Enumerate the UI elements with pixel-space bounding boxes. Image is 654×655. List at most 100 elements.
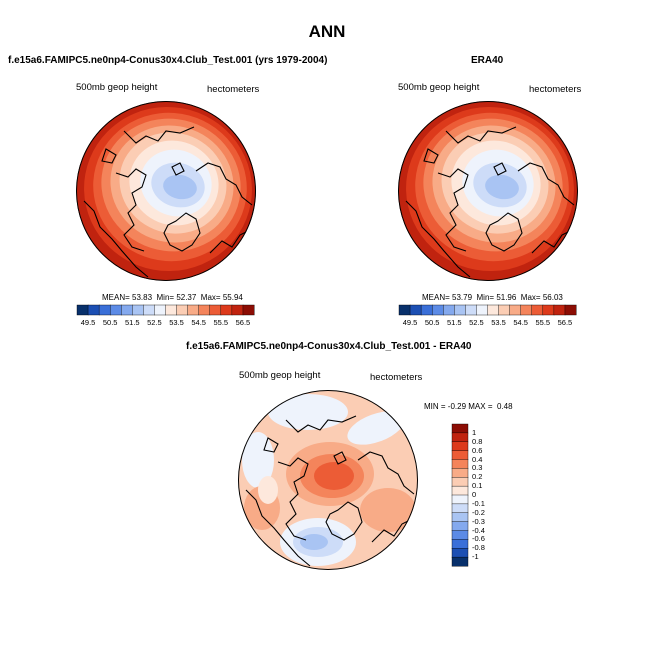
model-colorbar-swatch-5 bbox=[132, 304, 144, 316]
model-colorbar-swatch-8 bbox=[165, 304, 178, 316]
model-coastline-7 bbox=[171, 162, 185, 176]
model-colorbar-swatch-2 bbox=[98, 304, 111, 316]
diff-coastline-6 bbox=[263, 437, 279, 453]
obs-colorbar-swatch-0 bbox=[398, 304, 411, 316]
panel-model-stats: MEAN= 53.83 Min= 52.37 Max= 55.94 bbox=[102, 293, 243, 302]
panel-diff-variable-label: 500mb geop height bbox=[239, 370, 321, 381]
diff-colorbar-swatch-2 bbox=[451, 441, 469, 452]
diff-colorbar-swatch-12 bbox=[451, 530, 469, 540]
diff-colorbar-swatch-10 bbox=[451, 512, 469, 523]
model-colorbar-swatch-14 bbox=[231, 304, 244, 316]
diff-coastline-3 bbox=[357, 451, 415, 495]
diff-coastline-0 bbox=[285, 415, 357, 433]
model-coastline-3 bbox=[195, 162, 253, 206]
diff-colorbar-tick-label: -0.4 bbox=[472, 525, 485, 535]
diff-coastline-1 bbox=[277, 457, 309, 541]
obs-coastline-1 bbox=[437, 168, 469, 252]
diff-colorbar-swatch-15 bbox=[451, 556, 469, 567]
model-colorbar-tick-label: 51.5 bbox=[125, 318, 140, 327]
diff-colorbar-tick-label: -1 bbox=[472, 552, 479, 562]
diff-contour-band-6 bbox=[300, 534, 328, 550]
diff-contour-band-10 bbox=[360, 488, 416, 532]
diff-colorbar-swatch-4 bbox=[451, 459, 469, 469]
panel-diff-polar-map bbox=[238, 390, 418, 570]
obs-colorbar-swatch-9 bbox=[498, 304, 511, 316]
obs-colorbar-swatch-11 bbox=[520, 304, 533, 316]
model-colorbar-swatch-0 bbox=[76, 304, 89, 316]
model-colorbar-tick-label: 50.5 bbox=[102, 318, 118, 327]
model-colorbar-swatch-6 bbox=[143, 304, 155, 316]
panel-model-polar-map bbox=[76, 101, 256, 281]
model-colorbar-swatch-9 bbox=[176, 304, 189, 316]
figure-title: ANN bbox=[308, 22, 346, 41]
model-colorbar-swatch-7 bbox=[154, 304, 167, 316]
diff-colorbar-tick-label: 0.4 bbox=[472, 454, 483, 464]
diff-colorbar-swatch-5 bbox=[451, 468, 469, 478]
panel-obs-colorbar bbox=[398, 304, 577, 316]
diff-colorbar-swatch-3 bbox=[451, 450, 469, 461]
diff-contour-band-3 bbox=[242, 432, 274, 488]
obs-colorbar-swatch-5 bbox=[454, 304, 466, 316]
panel-obs-polar-map bbox=[398, 101, 578, 281]
obs-coastline-6 bbox=[423, 148, 439, 164]
obs-colorbar-swatch-12 bbox=[531, 304, 544, 316]
model-colorbar-tick-label: 54.5 bbox=[191, 318, 206, 327]
panel-obs-units-label: hectometers bbox=[529, 84, 582, 95]
model-colorbar-tick-label: 53.5 bbox=[169, 318, 184, 327]
obs-coastline-2 bbox=[485, 212, 523, 252]
obs-colorbar-tick-label: 49.5 bbox=[402, 318, 418, 327]
panel-diff-stats: MIN = -0.29 MAX = 0.48 bbox=[424, 402, 513, 411]
obs-colorbar-swatch-6 bbox=[465, 304, 477, 316]
obs-colorbar-tick-label: 55.5 bbox=[535, 318, 551, 327]
diff-colorbar-swatch-11 bbox=[451, 521, 469, 532]
obs-colorbar-swatch-10 bbox=[509, 304, 522, 316]
diff-coastline-5 bbox=[371, 517, 415, 543]
diff-colorbar-tick-label: 0.6 bbox=[472, 445, 483, 455]
diff-colorbar-swatch-13 bbox=[451, 539, 469, 549]
diff-colorbar-tick-label: 0 bbox=[472, 490, 477, 499]
model-colorbar-swatch-1 bbox=[87, 304, 100, 316]
model-coastline-5 bbox=[209, 228, 253, 254]
diff-colorbar-tick-label: -0.2 bbox=[472, 507, 485, 517]
obs-colorbar-tick-label: 56.5 bbox=[557, 318, 573, 327]
panel-diff-units-label: hectometers bbox=[370, 372, 423, 383]
diff-coastline-4 bbox=[245, 489, 311, 567]
panel-diff-title: f.e15a6.FAMIPC5.ne0np4-Conus30x4.Club_Te… bbox=[186, 341, 472, 352]
obs-colorbar-tick-label: 53.5 bbox=[491, 318, 506, 327]
model-colorbar-tick-label: 56.5 bbox=[235, 318, 251, 327]
panel-diff-colorbar bbox=[451, 423, 469, 567]
model-colorbar-swatch-11 bbox=[198, 304, 211, 316]
obs-colorbar-tick-label: 54.5 bbox=[513, 318, 528, 327]
diff-colorbar-tick-label: 0.1 bbox=[472, 481, 483, 491]
panel-obs-title: ERA40 bbox=[471, 55, 504, 66]
model-colorbar-swatch-4 bbox=[121, 304, 133, 316]
diff-colorbar-swatch-14 bbox=[451, 548, 469, 558]
obs-colorbar-swatch-3 bbox=[431, 304, 444, 316]
diff-colorbar-swatch-7 bbox=[451, 485, 469, 496]
panel-obs-variable-label: 500mb geop height bbox=[398, 82, 480, 93]
obs-coastline-5 bbox=[531, 228, 575, 254]
model-contour-band-9 bbox=[163, 174, 197, 200]
diff-colorbar-tick-label: 1 bbox=[472, 427, 477, 437]
obs-contour-band-9 bbox=[485, 174, 519, 200]
model-coastline-4 bbox=[83, 200, 149, 278]
diff-colorbar-tick-label: -0.1 bbox=[472, 498, 485, 508]
diff-colorbar-tick-label: 0.3 bbox=[472, 463, 483, 473]
model-colorbar-tick-label: 55.5 bbox=[213, 318, 229, 327]
diff-colorbar-tick-label: -0.3 bbox=[472, 516, 485, 526]
obs-colorbar-tick-label: 51.5 bbox=[447, 318, 462, 327]
obs-coastline-3 bbox=[517, 162, 575, 206]
panel-obs-stats: MEAN= 53.79 Min= 51.96 Max= 56.03 bbox=[422, 293, 563, 302]
diff-colorbar-tick-label: -0.8 bbox=[472, 543, 485, 553]
diff-colorbar-swatch-9 bbox=[451, 503, 469, 514]
obs-colorbar-swatch-2 bbox=[420, 304, 433, 316]
model-coastline-1 bbox=[115, 168, 147, 252]
diff-coastline-7 bbox=[333, 451, 347, 465]
panel-obs-colorbar-ticks: 49.5 50.5 51.5 52.5 53.5 54.5 55.5 56.5 bbox=[399, 318, 576, 328]
model-coastline-0 bbox=[123, 126, 195, 144]
model-colorbar-swatch-12 bbox=[209, 304, 222, 316]
diff-colorbar-swatch-0 bbox=[451, 423, 469, 434]
diff-contour-band-12 bbox=[258, 476, 278, 504]
diff-contour-band-9 bbox=[314, 462, 354, 490]
diff-colorbar-swatch-8 bbox=[451, 494, 469, 505]
